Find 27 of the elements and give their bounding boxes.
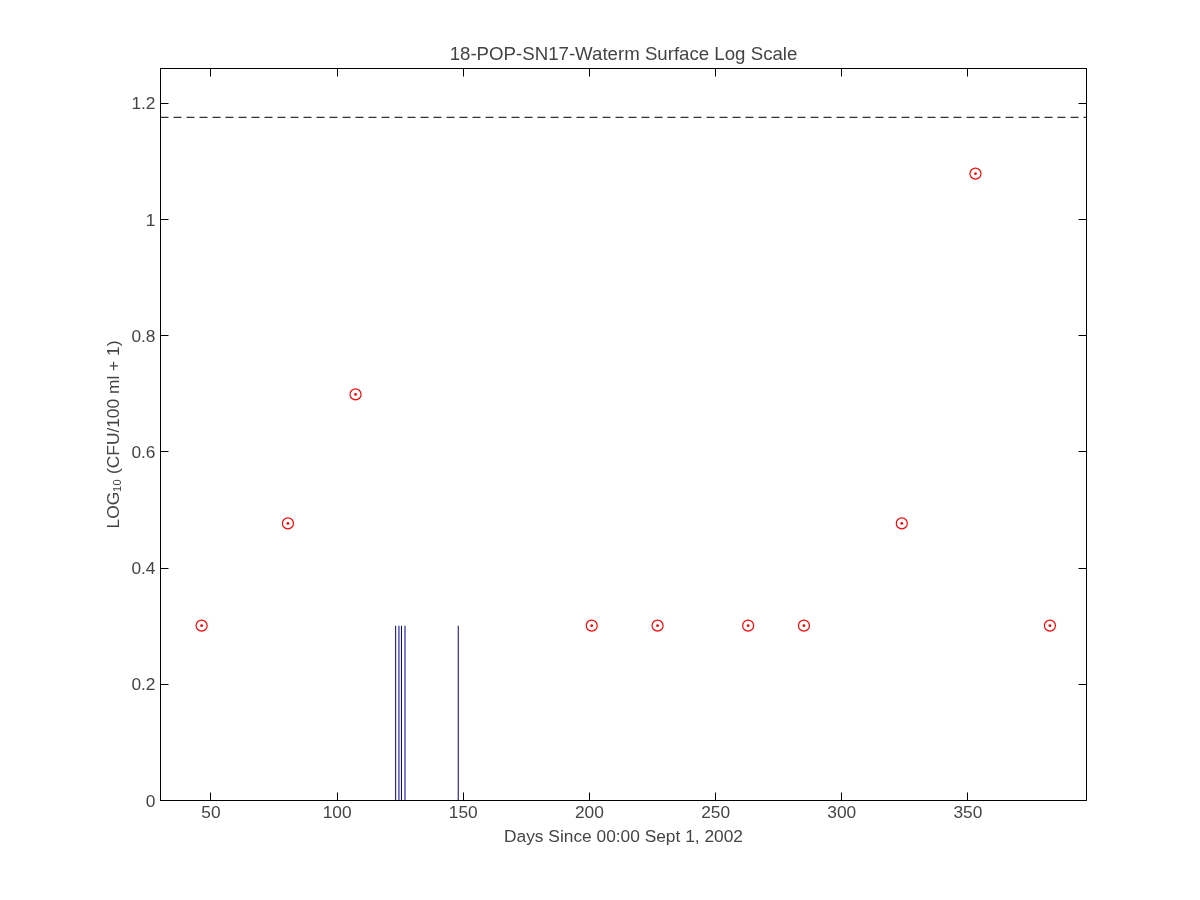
y-tick-label: 0.8 [131,325,156,346]
point [349,388,362,401]
x-tick-label: 50 [201,801,221,822]
x-tick-label: 350 [953,801,983,822]
x-axis-title: Days Since 00:00 Sept 1, 2002 [504,825,743,846]
y-tick-label: 0.2 [131,674,156,695]
point [195,619,208,632]
y-tick-label: 0.4 [131,558,156,579]
y-axis-title: LOG₁₀ (CFU/100 ml + 1) [103,340,124,529]
point [895,517,908,530]
x-tick-label: 300 [827,801,857,822]
point [281,517,295,530]
point [969,167,982,180]
y-tick-label: 1 [145,209,156,230]
point [585,619,598,632]
point [651,619,664,632]
x-tick-label: 200 [574,801,604,822]
y-tick-label: 0.6 [131,441,156,462]
x-tick-label: 100 [322,801,352,822]
point [742,619,755,632]
x-tick-label: 250 [701,801,731,822]
chart-title: 18-POP-SN17-Waterm Surface Log Scale [449,42,798,64]
x-tick-label: 150 [448,801,478,822]
point [797,619,811,632]
point [1043,619,1057,632]
y-tick-label: 1.2 [131,93,156,114]
y-tick-label: 0 [145,790,156,811]
